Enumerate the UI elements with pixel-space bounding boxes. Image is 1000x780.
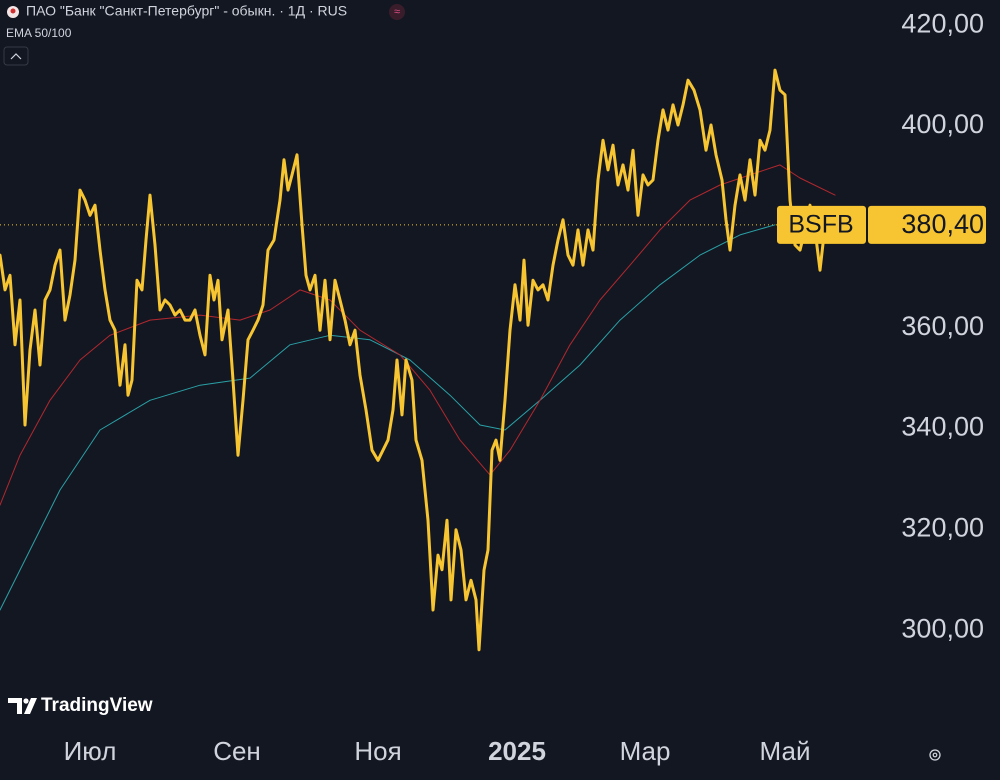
x-tick-label: Мар [620, 736, 671, 766]
watermark: TradingView [41, 695, 153, 716]
collapse-icon [10, 53, 22, 60]
settings-icon[interactable] [929, 749, 941, 761]
watermark-logo [8, 698, 37, 714]
x-tick-label: Май [760, 736, 811, 766]
y-tick-label: 340,00 [901, 412, 984, 442]
status-icon [389, 4, 405, 20]
series-line [0, 164, 836, 506]
y-tick-label: 420,00 [901, 8, 984, 38]
collapse-button[interactable] [3, 46, 29, 66]
logo-dot [23, 698, 29, 704]
indicator-label: EMA 50/100 [6, 26, 72, 40]
x-tick-label: Сен [213, 736, 261, 766]
series-line [0, 68, 826, 652]
settings-center [932, 752, 938, 758]
logo-mark [8, 698, 22, 714]
y-tick-label: 360,00 [901, 311, 984, 341]
settings-ring [929, 749, 941, 761]
y-tick-label: 400,00 [901, 109, 984, 139]
chart-title: ПАО "Банк "Санкт-Петербург" - обыкн. · 1… [26, 3, 347, 19]
price-tag-label: 380,40 [901, 209, 984, 239]
logo-slash [24, 698, 37, 714]
x-tick-label: 2025 [488, 736, 546, 766]
price-tag [868, 205, 986, 244]
symbol-tag-label: BSFB [788, 210, 853, 238]
x-tick-label: Июл [64, 736, 117, 766]
symbol-icon-dot [10, 8, 16, 14]
y-tick-label: 300,00 [901, 613, 984, 643]
status-glyph: ≈ [394, 6, 400, 18]
y-tick-label: 320,00 [901, 512, 984, 542]
symbol-tag [777, 205, 866, 244]
x-tick-label: Ноя [354, 736, 401, 766]
series-line [0, 224, 776, 611]
plot-area [0, 68, 866, 652]
